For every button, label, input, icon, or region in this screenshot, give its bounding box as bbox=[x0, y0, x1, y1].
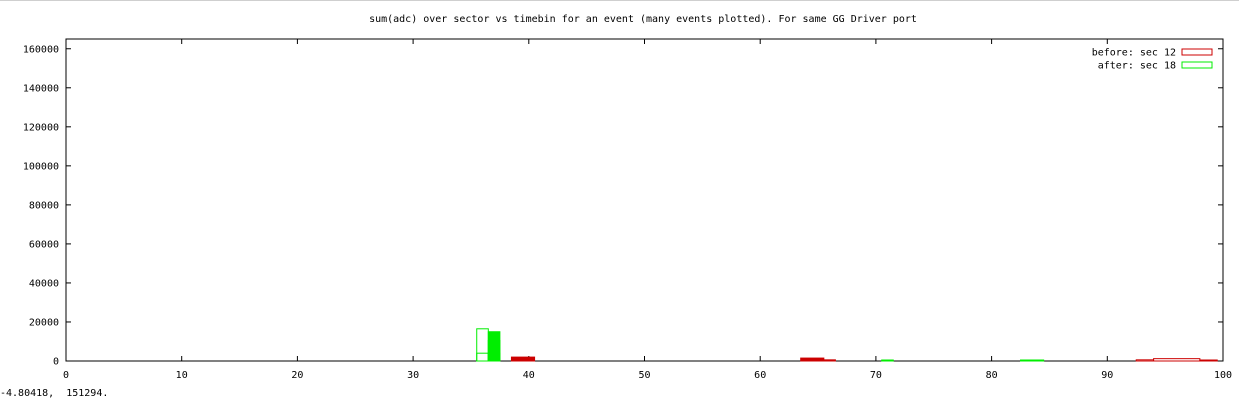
y-tick-label: 40000 bbox=[29, 278, 59, 289]
x-tick-label: 20 bbox=[291, 370, 303, 381]
y-tick-label: 0 bbox=[53, 357, 59, 368]
y-tick-label: 120000 bbox=[23, 122, 59, 133]
chart-title: sum(adc) over sector vs timebin for an e… bbox=[369, 14, 917, 25]
bar-series-0 bbox=[800, 357, 825, 362]
bar-series-1 bbox=[476, 352, 489, 362]
bar-series-1 bbox=[487, 331, 501, 362]
bar-series-0 bbox=[1199, 359, 1218, 362]
x-tick-label: 0 bbox=[63, 370, 69, 381]
y-tick-label: 80000 bbox=[29, 200, 59, 211]
bar-series-0 bbox=[1135, 359, 1155, 362]
x-tick-label: 100 bbox=[1214, 370, 1232, 381]
x-tick-label: 50 bbox=[638, 370, 650, 381]
x-tick-label: 10 bbox=[176, 370, 188, 381]
legend-label: after: sec 18 bbox=[1098, 61, 1176, 72]
y-tick-label: 140000 bbox=[23, 83, 59, 94]
bars bbox=[476, 328, 1218, 362]
bar-series-1 bbox=[487, 352, 501, 362]
bar-series-0 bbox=[510, 356, 536, 362]
x-tick-label: 90 bbox=[1101, 370, 1113, 381]
top-border bbox=[0, 0, 1239, 1]
x-tick-label: 30 bbox=[407, 370, 419, 381]
x-tick-label: 80 bbox=[986, 370, 998, 381]
bar-series-0 bbox=[823, 359, 836, 362]
bar-series-1 bbox=[881, 359, 894, 362]
y-tick-label: 20000 bbox=[29, 317, 59, 328]
legend-swatch bbox=[1181, 48, 1213, 56]
bar-series-1 bbox=[476, 328, 489, 362]
coordinate-readout: -4.80418, 151294. bbox=[0, 388, 109, 399]
x-tick-label: 70 bbox=[870, 370, 882, 381]
legend-label: before: sec 12 bbox=[1092, 48, 1176, 59]
bar-series-0 bbox=[1153, 358, 1201, 362]
bar-series-1 bbox=[1020, 359, 1045, 362]
legend-swatch bbox=[1181, 61, 1213, 69]
x-tick-label: 40 bbox=[523, 370, 535, 381]
axis-ticks: 0 10 20 30 40 50 60 70 80 90 100 0 20000 40000 60000 80… bbox=[23, 39, 1232, 381]
legend: before: sec 12 after: sec 18 bbox=[1092, 48, 1213, 72]
y-tick-label: 60000 bbox=[29, 239, 59, 250]
y-tick-label: 160000 bbox=[23, 44, 59, 55]
plot-frame bbox=[65, 38, 1224, 362]
x-tick-label: 60 bbox=[754, 370, 766, 381]
y-tick-label: 100000 bbox=[23, 161, 59, 172]
